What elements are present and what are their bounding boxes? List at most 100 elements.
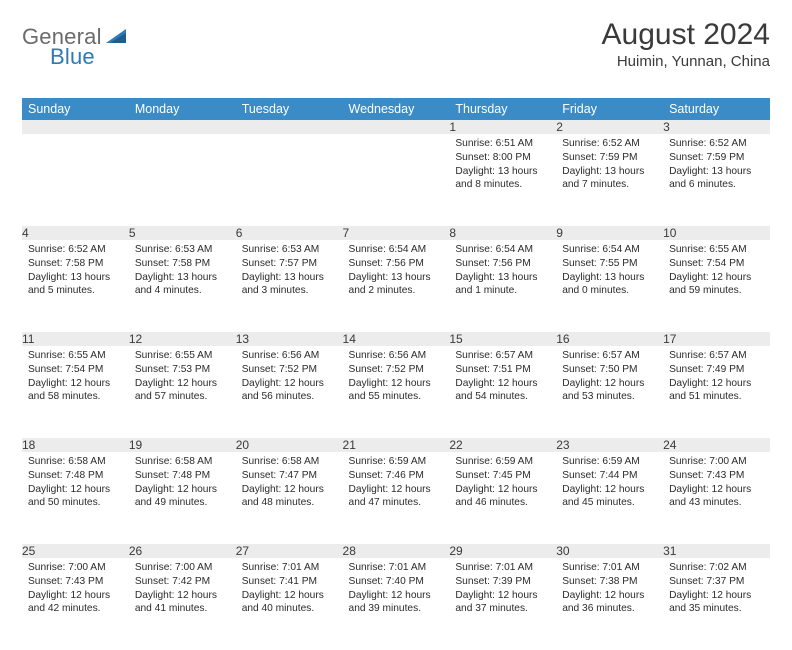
day-number-cell: 3 (663, 120, 770, 134)
day-cell (343, 134, 450, 226)
day-content: Sunrise: 7:00 AMSunset: 7:42 PMDaylight:… (129, 558, 236, 622)
day-number-cell: 26 (129, 544, 236, 558)
day-number-cell: 6 (236, 226, 343, 240)
day-content: Sunrise: 7:01 AMSunset: 7:41 PMDaylight:… (236, 558, 343, 622)
day-cell: Sunrise: 6:54 AMSunset: 7:56 PMDaylight:… (343, 240, 450, 332)
day-number-cell (236, 120, 343, 134)
day-cell: Sunrise: 7:00 AMSunset: 7:43 PMDaylight:… (22, 558, 129, 650)
day-cell: Sunrise: 6:55 AMSunset: 7:53 PMDaylight:… (129, 346, 236, 438)
day-content: Sunrise: 6:55 AMSunset: 7:53 PMDaylight:… (129, 346, 236, 410)
day-cell: Sunrise: 7:02 AMSunset: 7:37 PMDaylight:… (663, 558, 770, 650)
weekday-header: Sunday (22, 98, 129, 120)
day-cell: Sunrise: 6:54 AMSunset: 7:56 PMDaylight:… (449, 240, 556, 332)
day-cell (22, 134, 129, 226)
page-header: General August 2024 Huimin, Yunnan, Chin… (22, 18, 770, 70)
day-content (343, 134, 450, 143)
weekday-header: Wednesday (343, 98, 450, 120)
day-content: Sunrise: 6:54 AMSunset: 7:56 PMDaylight:… (343, 240, 450, 304)
day-number-cell: 8 (449, 226, 556, 240)
day-cell: Sunrise: 6:57 AMSunset: 7:51 PMDaylight:… (449, 346, 556, 438)
day-cell: Sunrise: 6:57 AMSunset: 7:50 PMDaylight:… (556, 346, 663, 438)
day-content: Sunrise: 7:00 AMSunset: 7:43 PMDaylight:… (663, 452, 770, 516)
day-number-cell (129, 120, 236, 134)
day-cell: Sunrise: 6:59 AMSunset: 7:45 PMDaylight:… (449, 452, 556, 544)
day-content: Sunrise: 6:58 AMSunset: 7:48 PMDaylight:… (129, 452, 236, 516)
day-content: Sunrise: 6:59 AMSunset: 7:44 PMDaylight:… (556, 452, 663, 516)
day-number-cell: 21 (343, 438, 450, 452)
day-number-cell: 22 (449, 438, 556, 452)
weekday-header: Friday (556, 98, 663, 120)
brand-word2-wrap: Blue (22, 44, 95, 70)
brand-triangle-icon (106, 27, 126, 48)
day-cell: Sunrise: 6:54 AMSunset: 7:55 PMDaylight:… (556, 240, 663, 332)
day-number-cell: 11 (22, 332, 129, 346)
weekday-header: Saturday (663, 98, 770, 120)
day-cell: Sunrise: 6:58 AMSunset: 7:48 PMDaylight:… (22, 452, 129, 544)
day-number-cell (343, 120, 450, 134)
day-content: Sunrise: 6:52 AMSunset: 7:58 PMDaylight:… (22, 240, 129, 304)
day-number-cell: 27 (236, 544, 343, 558)
day-content: Sunrise: 6:53 AMSunset: 7:57 PMDaylight:… (236, 240, 343, 304)
day-cell: Sunrise: 6:55 AMSunset: 7:54 PMDaylight:… (22, 346, 129, 438)
day-cell: Sunrise: 6:52 AMSunset: 7:59 PMDaylight:… (663, 134, 770, 226)
day-cell: Sunrise: 6:52 AMSunset: 7:59 PMDaylight:… (556, 134, 663, 226)
day-content: Sunrise: 6:59 AMSunset: 7:45 PMDaylight:… (449, 452, 556, 516)
day-cell: Sunrise: 6:57 AMSunset: 7:49 PMDaylight:… (663, 346, 770, 438)
day-cell: Sunrise: 7:01 AMSunset: 7:39 PMDaylight:… (449, 558, 556, 650)
day-number-cell: 31 (663, 544, 770, 558)
day-content: Sunrise: 6:58 AMSunset: 7:48 PMDaylight:… (22, 452, 129, 516)
day-cell: Sunrise: 7:01 AMSunset: 7:38 PMDaylight:… (556, 558, 663, 650)
day-number-cell: 18 (22, 438, 129, 452)
day-content (129, 134, 236, 143)
day-content: Sunrise: 6:57 AMSunset: 7:51 PMDaylight:… (449, 346, 556, 410)
day-number-cell: 13 (236, 332, 343, 346)
day-number-cell: 30 (556, 544, 663, 558)
day-content: Sunrise: 6:55 AMSunset: 7:54 PMDaylight:… (663, 240, 770, 304)
day-cell: Sunrise: 6:51 AMSunset: 8:00 PMDaylight:… (449, 134, 556, 226)
day-content: Sunrise: 6:53 AMSunset: 7:58 PMDaylight:… (129, 240, 236, 304)
day-number-cell: 12 (129, 332, 236, 346)
day-number-cell: 17 (663, 332, 770, 346)
title-block: August 2024 Huimin, Yunnan, China (602, 18, 770, 70)
day-content: Sunrise: 6:55 AMSunset: 7:54 PMDaylight:… (22, 346, 129, 410)
day-content: Sunrise: 6:56 AMSunset: 7:52 PMDaylight:… (236, 346, 343, 410)
day-number-cell: 9 (556, 226, 663, 240)
day-content: Sunrise: 6:57 AMSunset: 7:49 PMDaylight:… (663, 346, 770, 410)
day-content (236, 134, 343, 143)
page-subtitle: Huimin, Yunnan, China (602, 53, 770, 70)
day-content: Sunrise: 6:58 AMSunset: 7:47 PMDaylight:… (236, 452, 343, 516)
day-number-cell: 5 (129, 226, 236, 240)
weekday-header: Monday (129, 98, 236, 120)
day-cell: Sunrise: 7:00 AMSunset: 7:42 PMDaylight:… (129, 558, 236, 650)
day-content: Sunrise: 7:02 AMSunset: 7:37 PMDaylight:… (663, 558, 770, 622)
weekday-header: Tuesday (236, 98, 343, 120)
day-content: Sunrise: 6:59 AMSunset: 7:46 PMDaylight:… (343, 452, 450, 516)
day-cell: Sunrise: 6:53 AMSunset: 7:58 PMDaylight:… (129, 240, 236, 332)
day-cell: Sunrise: 6:52 AMSunset: 7:58 PMDaylight:… (22, 240, 129, 332)
day-cell: Sunrise: 6:53 AMSunset: 7:57 PMDaylight:… (236, 240, 343, 332)
day-number-cell (22, 120, 129, 134)
day-number-cell: 23 (556, 438, 663, 452)
day-content: Sunrise: 7:00 AMSunset: 7:43 PMDaylight:… (22, 558, 129, 622)
day-number-cell: 4 (22, 226, 129, 240)
day-number-cell: 10 (663, 226, 770, 240)
day-content: Sunrise: 6:54 AMSunset: 7:56 PMDaylight:… (449, 240, 556, 304)
calendar-header-row: SundayMondayTuesdayWednesdayThursdayFrid… (22, 98, 770, 120)
day-content: Sunrise: 6:52 AMSunset: 7:59 PMDaylight:… (663, 134, 770, 198)
day-number-cell: 28 (343, 544, 450, 558)
day-content: Sunrise: 6:54 AMSunset: 7:55 PMDaylight:… (556, 240, 663, 304)
day-cell: Sunrise: 6:55 AMSunset: 7:54 PMDaylight:… (663, 240, 770, 332)
day-cell: Sunrise: 6:59 AMSunset: 7:46 PMDaylight:… (343, 452, 450, 544)
day-cell: Sunrise: 6:58 AMSunset: 7:48 PMDaylight:… (129, 452, 236, 544)
day-content (22, 134, 129, 143)
day-cell: Sunrise: 7:01 AMSunset: 7:40 PMDaylight:… (343, 558, 450, 650)
day-content: Sunrise: 6:56 AMSunset: 7:52 PMDaylight:… (343, 346, 450, 410)
day-content: Sunrise: 6:52 AMSunset: 7:59 PMDaylight:… (556, 134, 663, 198)
day-number-cell: 2 (556, 120, 663, 134)
day-cell (236, 134, 343, 226)
day-content: Sunrise: 6:57 AMSunset: 7:50 PMDaylight:… (556, 346, 663, 410)
brand-word2: Blue (50, 44, 95, 69)
day-content: Sunrise: 7:01 AMSunset: 7:38 PMDaylight:… (556, 558, 663, 622)
page-title: August 2024 (602, 18, 770, 51)
calendar-table: SundayMondayTuesdayWednesdayThursdayFrid… (22, 98, 770, 650)
